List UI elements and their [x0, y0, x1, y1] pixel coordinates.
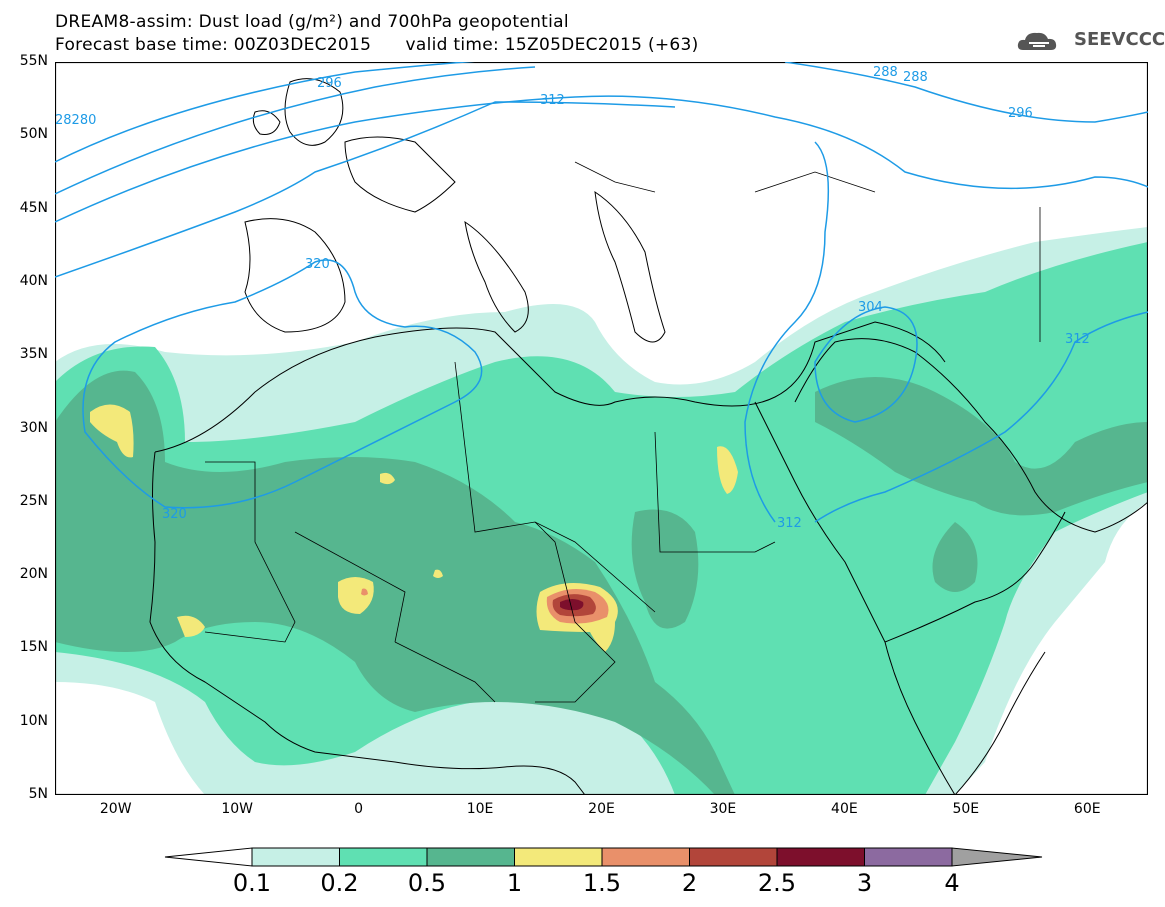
lat-label: 45N — [19, 199, 48, 216]
colorbar-tick-label: 2.5 — [757, 869, 797, 897]
contour-label: 320 — [162, 507, 187, 522]
colorbar — [164, 847, 1043, 867]
colorbar-tick-label: 4 — [944, 869, 960, 897]
lat-label: 20N — [19, 566, 48, 583]
lat-label: 35N — [19, 346, 48, 363]
lon-label: 20E — [588, 801, 615, 817]
lon-label: 0 — [354, 801, 364, 817]
colorbar-tick-label: 3 — [856, 869, 873, 897]
colorbar-cell — [601, 847, 690, 867]
contour-label: 296 — [317, 76, 342, 91]
lat-label: 30N — [19, 419, 48, 436]
coastlines — [149, 78, 1148, 795]
title-line-1: DREAM8-assim: Dust load (g/m²) and 700hP… — [55, 12, 569, 32]
valid-time-label: valid time: 15Z05DEC2015 (+63) — [405, 35, 699, 55]
base-time-label: Forecast base time: 00Z03DEC2015 — [55, 35, 372, 55]
colorbar-over-arrow — [951, 847, 1043, 867]
country-borders — [204, 161, 1041, 703]
lon-label: 10W — [221, 801, 253, 817]
colorbar-cell — [776, 847, 865, 867]
colorbar-tick-label: 0.5 — [407, 869, 447, 897]
colorbar-cell — [251, 847, 340, 867]
colorbar-cell — [864, 847, 953, 867]
lon-label: 50E — [952, 801, 980, 817]
contour-label: 288 — [903, 70, 928, 85]
contour-label: 312 — [540, 93, 565, 108]
lat-label: 10N — [19, 712, 48, 729]
lon-label: 30E — [709, 801, 737, 817]
lat-label: 25N — [19, 492, 48, 509]
colorbar-cell — [514, 847, 603, 867]
contour-label: 28280 — [55, 113, 96, 128]
lat-label: 5N — [28, 786, 48, 802]
colorbar-cell — [689, 847, 778, 867]
lat-label: 40N — [19, 272, 48, 289]
dust-shading-2.5 — [560, 599, 584, 611]
colorbar-tick-label: 1 — [506, 869, 523, 897]
contour-label: 312 — [777, 516, 802, 531]
geopotential-contours — [55, 62, 1148, 523]
contour-label: 312 — [1065, 332, 1090, 347]
colorbar-tick-label: 2 — [681, 869, 698, 897]
contour-labels: 28280 296 312 320 320 288 288 296 304 31… — [55, 65, 1090, 531]
colorbar-cell — [426, 847, 515, 867]
colorbar-cell — [339, 847, 428, 867]
logo-text: SEEVCCC — [1074, 29, 1165, 50]
colorbar-under-arrow — [164, 847, 253, 867]
lat-label: 50N — [19, 126, 48, 143]
contour-label: 320 — [305, 257, 330, 272]
colorbar-tick-label: 0.1 — [232, 869, 272, 897]
contour-label: 296 — [1008, 106, 1033, 121]
cloud-logo-icon — [1017, 32, 1057, 50]
colorbar-tick-label: 0.2 — [320, 869, 359, 897]
lat-label: 55N — [19, 53, 48, 69]
lon-label: 10E — [466, 801, 494, 817]
colorbar-tick-label: 1.5 — [582, 869, 622, 897]
contour-label: 304 — [858, 300, 883, 315]
lat-label: 15N — [19, 639, 48, 656]
title-line-2: Forecast base time: 00Z03DEC2015 valid t… — [55, 35, 699, 55]
lon-label: 40E — [831, 801, 858, 817]
contour-label: 288 — [873, 65, 898, 80]
lon-label: 60E — [1073, 801, 1101, 817]
lon-label: 20W — [99, 801, 132, 817]
dust-map: 28280 296 312 320 320 288 288 296 304 31… — [55, 62, 1148, 795]
